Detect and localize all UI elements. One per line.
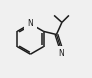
Text: N: N xyxy=(28,19,33,28)
Text: N: N xyxy=(58,49,64,58)
